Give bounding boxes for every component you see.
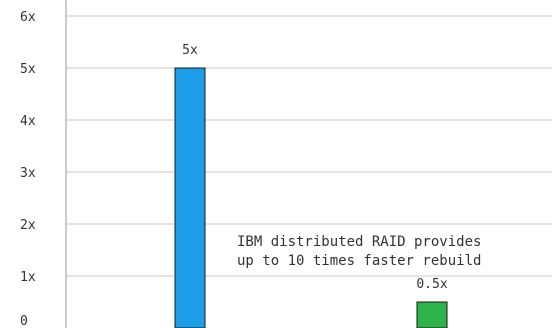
annotation-line-2: up to 10 times faster rebuild: [237, 253, 481, 269]
data-labels: 5x 0.5x: [182, 43, 448, 292]
bars: [174, 67, 448, 328]
annotation-line-1: IBM distributed RAID provides: [237, 234, 481, 250]
y-tick-label: 0: [20, 314, 28, 328]
annotation: IBM distributed RAID provides up to 10 t…: [237, 234, 481, 269]
bar-value-label: 0.5x: [416, 277, 447, 292]
y-tick-label: 6x: [20, 10, 36, 25]
y-tick-labels: 0 1x 2x 3x 4x 5x 6x: [20, 10, 36, 328]
y-tick-label: 2x: [20, 218, 36, 233]
y-tick-label: 4x: [20, 114, 36, 129]
bar: [174, 67, 206, 328]
y-tick-label: 1x: [20, 270, 36, 285]
bar: [416, 301, 448, 328]
y-tick-label: 5x: [20, 62, 36, 77]
y-tick-label: 3x: [20, 166, 36, 181]
grid-lines: [66, 15, 552, 277]
bar-value-label: 5x: [182, 43, 198, 58]
